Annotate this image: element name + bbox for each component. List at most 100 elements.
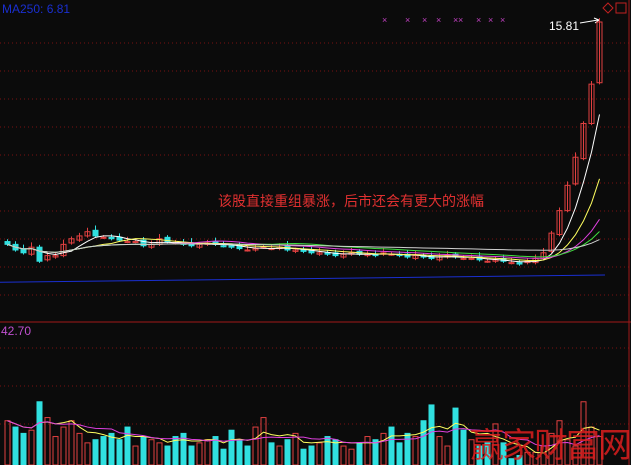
- candle-up: [564, 184, 571, 212]
- volume-bar-up: [84, 442, 91, 465]
- candle-down: [228, 245, 235, 248]
- volume-bar-down: [308, 445, 315, 465]
- volume-bar-up: [4, 420, 11, 465]
- volume-bar-up: [316, 442, 323, 465]
- candle-down: [220, 245, 227, 248]
- volume-bar-down: [188, 445, 195, 465]
- candle-up: [508, 262, 515, 265]
- volume-bar-down: [396, 442, 403, 465]
- candle-up: [548, 232, 555, 252]
- candle-up: [84, 231, 91, 237]
- candle-up: [316, 252, 323, 255]
- volume-bar-down: [484, 442, 491, 465]
- candle-down: [108, 236, 115, 240]
- volume-ma10-line: [7, 420, 600, 447]
- marker-icon: ×: [382, 15, 387, 25]
- candle-up: [44, 255, 51, 261]
- candle-down: [4, 241, 11, 245]
- volume-bar-up: [364, 436, 371, 465]
- volume-bar-down: [372, 439, 379, 465]
- volume-bar-down: [460, 429, 467, 465]
- volume-bar-up: [44, 417, 51, 465]
- volume-bar-up: [260, 417, 267, 465]
- volume-bar-up: [436, 436, 443, 465]
- volume-max-label: 42.70: [1, 324, 32, 338]
- candle-down: [164, 236, 171, 243]
- window-icon: [615, 2, 627, 14]
- volume-bar-down: [140, 436, 147, 465]
- volume-bar-up: [348, 448, 355, 465]
- volume-bar-down: [428, 404, 435, 465]
- marker-icon: ×: [436, 15, 441, 25]
- volume-bar-down: [124, 426, 131, 465]
- ma60-line: [7, 239, 600, 253]
- volume-bar-down: [452, 407, 459, 465]
- volume-bar-up: [148, 439, 155, 465]
- candle-up: [132, 241, 139, 244]
- volume-bar-up: [76, 432, 83, 465]
- marker-icon: ×: [476, 15, 481, 25]
- candle-up: [556, 210, 563, 236]
- marker-icon: ×: [453, 15, 458, 25]
- volume-bar-down: [388, 426, 395, 465]
- marker-icon: ×: [422, 15, 427, 25]
- volume-bar-down: [508, 458, 515, 465]
- marker-icon: ×: [458, 15, 463, 25]
- ma5-line: [7, 114, 600, 263]
- volume-bar-down: [404, 432, 411, 465]
- volume-bar-up: [380, 432, 387, 465]
- watermark: 赢家财富网: [470, 426, 631, 465]
- volume-bar-up: [204, 439, 211, 465]
- candle-down: [140, 239, 147, 247]
- marker-icon: ×: [500, 15, 505, 25]
- candle-up: [468, 257, 475, 260]
- candle-up: [484, 260, 491, 263]
- volume-bar-down: [500, 442, 507, 465]
- volume-bar-up: [28, 429, 35, 465]
- ma10-line: [7, 178, 600, 262]
- arrow-icon: [579, 17, 601, 24]
- volume-bar-down: [300, 448, 307, 465]
- candle-up: [588, 83, 595, 124]
- volume-bar-up: [68, 420, 75, 465]
- candle-up: [60, 243, 67, 257]
- ma250-line: [0, 274, 606, 283]
- candle-down: [516, 262, 523, 265]
- volume-bar-up: [60, 426, 67, 465]
- candle-down: [92, 229, 99, 237]
- volume-bar-up: [156, 442, 163, 465]
- candle-down: [324, 252, 331, 255]
- volume-bar-down: [516, 455, 523, 465]
- volume-bar-up: [276, 445, 283, 465]
- volume-bar-down: [476, 445, 483, 465]
- candle-down: [116, 236, 123, 241]
- marker-icon: ×: [405, 15, 410, 25]
- volume-bar-up: [132, 445, 139, 465]
- volume-bar-down: [92, 439, 99, 465]
- volume-bar-down: [228, 429, 235, 465]
- candle-down: [300, 249, 307, 252]
- chart-annotation: 该股直接重组暴涨，后市还会有更大的涨幅: [218, 193, 484, 209]
- volume-bar-down: [244, 445, 251, 465]
- volume-bar-up: [444, 445, 451, 465]
- volume-bar-up: [340, 445, 347, 465]
- volume-bar-up: [412, 436, 419, 465]
- volume-bar-down: [284, 439, 291, 465]
- candle-up: [252, 248, 259, 251]
- volume-bar-down: [420, 420, 427, 465]
- volume-bar-up: [252, 426, 259, 465]
- volume-bar-down: [332, 439, 339, 465]
- volume-bar-up: [524, 451, 531, 465]
- candle-up: [52, 255, 59, 258]
- volume-bar-up: [52, 436, 59, 465]
- volume-ma5-line: [7, 420, 600, 454]
- candle-up: [292, 249, 299, 252]
- max-price-label: 15.81: [549, 19, 580, 33]
- candle-up: [412, 255, 419, 259]
- volume-bar-up: [572, 445, 579, 465]
- volume-bar-up: [196, 442, 203, 465]
- candle-up: [596, 21, 603, 84]
- volume-bar-down: [20, 432, 27, 465]
